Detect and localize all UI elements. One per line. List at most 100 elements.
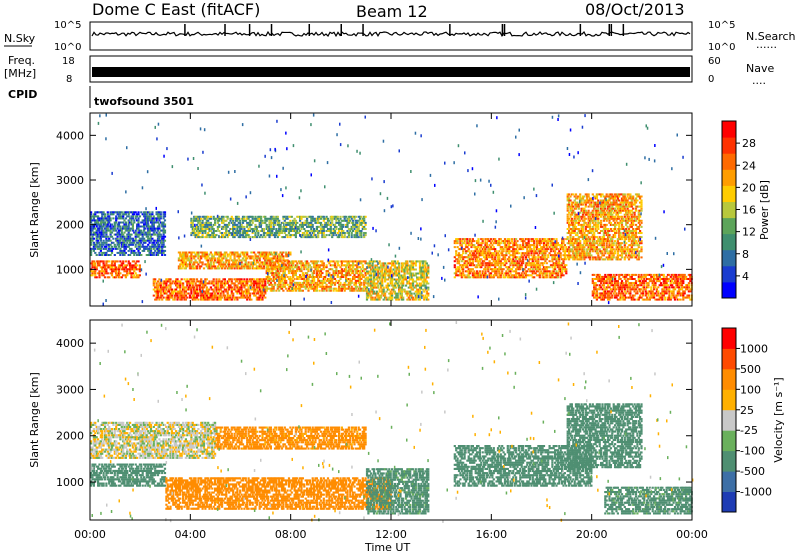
heatmap-cell [313, 228, 315, 230]
heatmap-cell [284, 278, 286, 280]
heatmap-cell [123, 219, 125, 221]
heatmap-cell [221, 259, 223, 261]
heatmap-cell [199, 216, 201, 218]
heatmap-cell [482, 270, 484, 272]
heatmap-cell [333, 260, 335, 262]
heatmap-cell [130, 219, 132, 221]
heatmap-cell [372, 262, 374, 264]
heatmap-cell [153, 226, 155, 228]
heatmap-cell [509, 242, 511, 244]
heatmap-cell [115, 222, 117, 224]
heatmap-cell [199, 220, 201, 222]
heatmap-cell [105, 246, 107, 248]
heatmap-cell [103, 262, 105, 264]
heatmap-cell [479, 272, 481, 274]
heatmap-cell [384, 275, 386, 277]
heatmap-cell [498, 256, 500, 258]
heatmap-cell [222, 291, 224, 293]
heatmap-cell [243, 226, 245, 228]
heatmap-cell [107, 228, 109, 230]
heatmap-cell [234, 226, 236, 228]
heatmap-cell [232, 293, 234, 295]
heatmap-cell [331, 236, 333, 238]
heatmap-cell [365, 224, 367, 226]
heatmap-cell [108, 246, 110, 248]
heatmap-cell [121, 264, 123, 266]
heatmap-cell [274, 266, 276, 268]
heatmap-cell [157, 230, 159, 232]
heatmap-cell [243, 254, 245, 256]
heatmap-cell [232, 220, 234, 222]
heatmap-cell [211, 259, 213, 261]
heatmap-cell [282, 257, 284, 259]
heatmap-cell [215, 230, 217, 232]
heatmap-cell [342, 226, 344, 228]
heatmap-cell [253, 259, 255, 261]
heatmap-cell [426, 291, 428, 293]
heatmap-cell [373, 291, 375, 293]
heatmap-cell [123, 236, 125, 238]
heatmap-cell [270, 252, 272, 254]
heatmap-cell [142, 232, 144, 234]
heatmap-cell [210, 252, 212, 254]
heatmap-cell [105, 232, 107, 234]
heatmap-cell [234, 255, 236, 257]
heatmap-cell [270, 278, 272, 280]
heatmap-cell [480, 244, 482, 246]
heatmap-cell [248, 218, 250, 220]
heatmap-cell [384, 295, 386, 297]
heatmap-cell [245, 261, 247, 263]
heatmap-cell [426, 275, 428, 277]
heatmap-cell [253, 293, 255, 295]
heatmap-cell [408, 281, 410, 283]
heatmap-cell [193, 278, 195, 280]
heatmap-cell [186, 265, 188, 267]
heatmap-cell [202, 261, 204, 263]
heatmap-cell [140, 211, 142, 213]
heatmap-cell [181, 267, 183, 269]
heatmap-cell [338, 286, 340, 288]
heatmap-cell [133, 219, 135, 221]
heatmap-cell [496, 250, 498, 252]
heatmap-cell [266, 264, 268, 266]
heatmap-cell [355, 284, 357, 286]
heatmap-cell [117, 238, 119, 240]
heatmap-cell [427, 295, 429, 297]
heatmap-cell [154, 278, 156, 280]
heatmap-cell [123, 254, 125, 256]
heatmap-cell [323, 230, 325, 232]
heatmap-cell [122, 215, 124, 217]
heatmap-cell [128, 215, 130, 217]
heatmap-cell [149, 242, 151, 244]
heatmap-cell [108, 238, 110, 240]
heatmap-cell [419, 299, 421, 301]
heatmap-cell [119, 248, 121, 250]
heatmap-cell [289, 236, 291, 238]
heatmap-cell [207, 259, 209, 261]
heatmap-cell [163, 242, 165, 244]
heatmap-cell [249, 293, 251, 295]
heatmap-cell [476, 258, 478, 260]
heatmap-cell [149, 232, 151, 234]
heatmap-cell [404, 271, 406, 273]
heatmap-cell [285, 274, 287, 276]
heatmap-cell [341, 262, 343, 264]
heatmap-cell [176, 278, 178, 280]
heatmap-cell [528, 242, 530, 244]
heatmap-cell [508, 266, 510, 268]
heatmap-cell [525, 266, 527, 268]
heatmap-cell [466, 246, 468, 248]
heatmap-cell [259, 226, 261, 228]
heatmap-cell [246, 299, 248, 301]
heatmap-cell [402, 281, 404, 283]
heatmap-cell [462, 258, 464, 260]
heatmap-cell [330, 276, 332, 278]
heatmap-cell [242, 257, 244, 259]
heatmap-cell [150, 215, 152, 217]
heatmap-cell [359, 280, 361, 282]
heatmap-cell [298, 232, 300, 234]
heatmap-cell [337, 232, 339, 234]
heatmap-cell [133, 270, 135, 272]
heatmap-cell [128, 260, 130, 262]
heatmap-cell [117, 228, 119, 230]
